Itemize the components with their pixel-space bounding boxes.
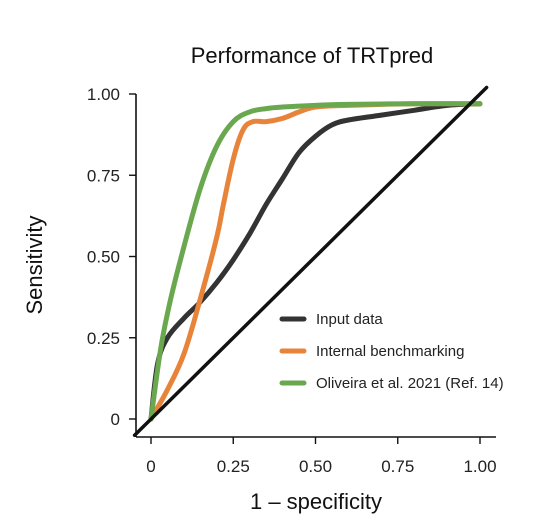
series-diagonal-reference [132, 85, 489, 438]
x-tick-label: 0.50 [299, 457, 332, 476]
x-tick-label: 0.25 [217, 457, 250, 476]
x-tick-label: 0.75 [381, 457, 414, 476]
chart-title: Performance of TRTpred [191, 43, 434, 68]
x-tick-label: 0 [146, 457, 155, 476]
y-tick-label: 0.50 [87, 248, 120, 267]
legend-label-internal-benchmarking: Internal benchmarking [316, 343, 464, 360]
y-tick-label: 1.00 [87, 85, 120, 104]
ticks: 0 0.25 0.50 0.75 1.00 0 0.25 0.50 0.75 1.00 [87, 85, 497, 476]
y-tick-label: 0.25 [87, 329, 120, 348]
y-tick-label: 0.75 [87, 166, 120, 185]
series-input-data [148, 101, 483, 422]
legend-label-input-data: Input data [316, 311, 383, 328]
series-layer [132, 85, 489, 438]
y-axis-title: Sensitivity [22, 215, 47, 314]
series-oliveira-2021 [148, 101, 483, 422]
y-tick-label: 0 [111, 410, 120, 429]
x-tick-label: 1.00 [463, 457, 496, 476]
x-axis-title: 1 – specificity [250, 489, 382, 514]
legend: Input data Internal benchmarking Oliveir… [279, 311, 504, 392]
legend-label-oliveira: Oliveira et al. 2021 (Ref. 14) [316, 375, 504, 392]
